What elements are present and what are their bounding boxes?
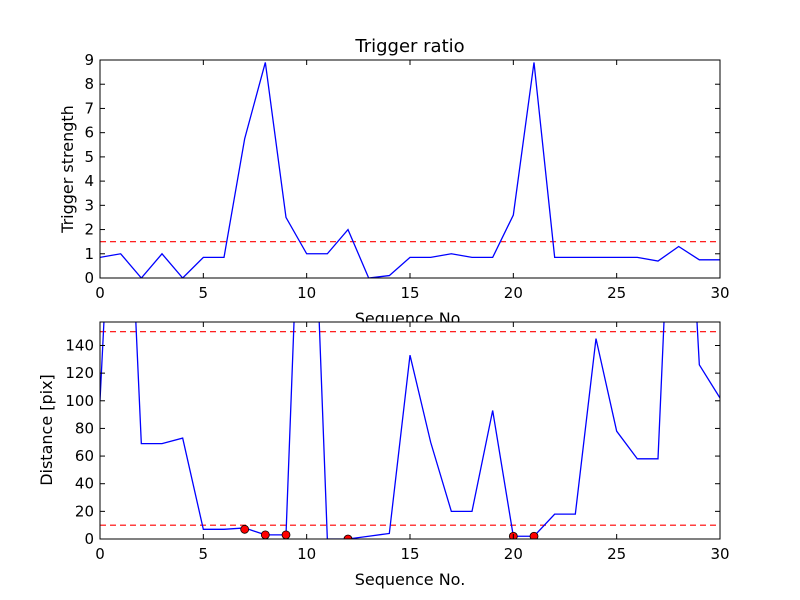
x-tick-label: 5 — [199, 545, 209, 563]
y-tick-label: 8 — [84, 75, 94, 93]
data-point-marker — [260, 530, 270, 539]
chart-title: Trigger ratio — [354, 36, 464, 57]
y-tick-label: 2 — [84, 221, 94, 239]
data-point-marker — [343, 534, 353, 539]
distance-plot: 0 5 10 15 20 25 30 0 20 40 60 80 100 120 140 Sequence… — [37, 321, 730, 589]
y-tick-label: 20 — [75, 502, 94, 520]
series-line — [100, 62, 720, 278]
y-tick-label: 3 — [84, 196, 94, 214]
y-tick-label: 9 — [84, 51, 94, 69]
y-tick-label: 0 — [84, 269, 94, 287]
x-tick-label: 0 — [95, 284, 105, 302]
y-tick-label: 80 — [75, 419, 94, 437]
x-tick-label: 10 — [297, 545, 316, 563]
x-tick-label: 25 — [607, 545, 626, 563]
x-tick-label: 5 — [199, 284, 209, 302]
data-point-marker — [529, 531, 539, 539]
y-tick-label: 4 — [84, 172, 94, 190]
data-point-marker — [240, 524, 250, 534]
y-tick-label: 140 — [65, 336, 94, 354]
y-tick-label: 120 — [65, 364, 94, 382]
x-tick-label: 15 — [400, 545, 419, 563]
y-tick-label: 40 — [75, 475, 94, 493]
x-tick-label: 10 — [297, 284, 316, 302]
y-tick-label: 5 — [84, 148, 94, 166]
y-tick-label: 60 — [75, 447, 94, 465]
y-axis-label: Trigger strength — [58, 105, 77, 234]
y-tick-label: 100 — [65, 392, 94, 410]
y-tick-label: 0 — [84, 530, 94, 548]
x-tick-label: 15 — [400, 284, 419, 302]
y-axis-label: Distance [pix] — [37, 374, 56, 486]
y-tick-label: 7 — [84, 99, 94, 117]
y-tick-label: 6 — [84, 124, 94, 142]
x-axis-label: Sequence No. — [355, 570, 466, 589]
series-line — [100, 322, 720, 539]
x-tick-label: 30 — [710, 545, 729, 563]
x-tick-label: 20 — [504, 284, 523, 302]
x-tick-label: 30 — [710, 284, 729, 302]
x-tick-label: 20 — [504, 545, 523, 563]
x-tick-label: 0 — [95, 545, 105, 563]
data-point-marker — [281, 530, 291, 539]
plot-background — [100, 60, 720, 278]
y-tick-label: 1 — [84, 245, 94, 263]
x-tick-label: 25 — [607, 284, 626, 302]
plot-background — [100, 322, 720, 539]
